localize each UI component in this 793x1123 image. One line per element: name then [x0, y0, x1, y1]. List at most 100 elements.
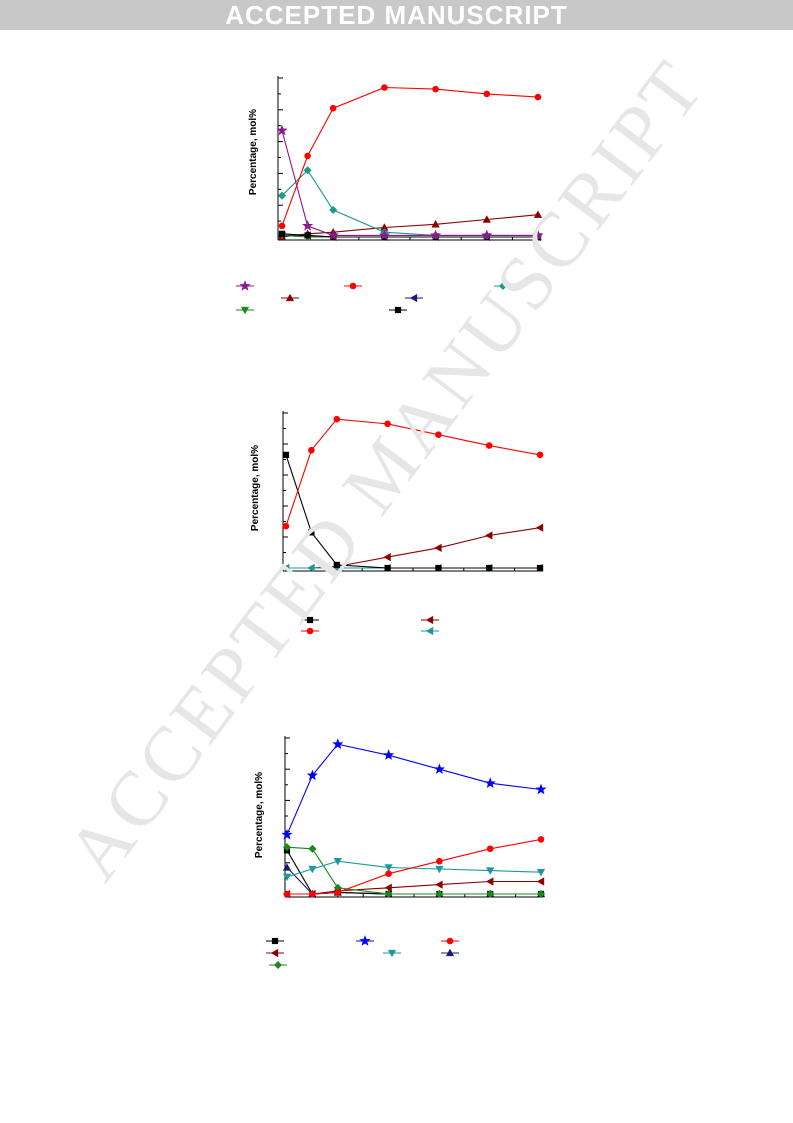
series-2: [282, 863, 546, 898]
data-point: [435, 865, 444, 874]
data-point: [282, 863, 292, 871]
series-6: [283, 836, 545, 898]
legend-marker: [271, 937, 279, 945]
legend-marker: [387, 949, 397, 958]
data-point: [309, 890, 316, 898]
legend: [266, 935, 459, 970]
legend-marker: [285, 293, 295, 302]
series-line: [286, 850, 541, 895]
data-point: [303, 166, 312, 175]
charts-layer: Percentage, mol% Percentage, mol% Percenta…: [236, 76, 547, 970]
data-point: [282, 522, 290, 530]
series-3: [282, 451, 544, 572]
data-point: [430, 229, 442, 241]
data-point: [536, 564, 544, 572]
legend-marker: [349, 282, 357, 290]
data-point: [307, 563, 315, 573]
data-point: [486, 845, 494, 853]
data-point: [306, 769, 318, 781]
legend-marker: [498, 281, 508, 291]
y-axis-label: Percentage, mol%: [250, 445, 261, 531]
data-point: [333, 561, 340, 568]
series-3: [283, 847, 545, 898]
data-point: [308, 865, 317, 874]
data-point: [308, 844, 317, 853]
data-point: [486, 564, 493, 572]
series-7: [281, 738, 547, 840]
data-point: [436, 857, 443, 865]
data-point: [435, 889, 444, 899]
series-line: [287, 880, 541, 895]
data-point: [534, 93, 542, 101]
data-point: [283, 890, 291, 898]
legend-marker: [306, 627, 314, 635]
data-point: [434, 543, 442, 552]
legend-marker: [394, 306, 402, 314]
data-point: [535, 523, 544, 532]
data-point: [433, 763, 445, 774]
data-point: [282, 873, 292, 882]
data-point: [384, 420, 391, 428]
data-point: [484, 531, 493, 540]
legend-marker: [270, 948, 279, 958]
series-line: [286, 743, 542, 835]
data-point: [282, 451, 290, 458]
data-point: [302, 220, 314, 231]
series-line: [281, 130, 538, 236]
data-point: [384, 883, 392, 892]
data-point: [378, 229, 390, 241]
data-point: [482, 215, 491, 223]
data-point: [536, 868, 546, 877]
data-point: [432, 85, 439, 93]
data-point: [486, 889, 495, 899]
data-point: [384, 564, 391, 572]
manuscript-banner: ACCEPTED MANUSCRIPT: [0, 0, 793, 30]
series-7: [278, 84, 542, 230]
data-point: [278, 222, 286, 230]
legend-marker: [306, 616, 314, 624]
data-point: [333, 858, 342, 866]
legend-marker: [359, 935, 371, 946]
series-line: [281, 86, 539, 227]
data-point: [276, 124, 288, 136]
data-point: [383, 553, 391, 562]
legend-marker: [445, 948, 455, 957]
data-point: [435, 431, 442, 439]
data-point: [281, 563, 290, 573]
data-point: [384, 889, 393, 899]
data-point: [537, 836, 545, 843]
data-point: [304, 152, 311, 160]
data-point: [334, 889, 342, 896]
data-point: [532, 229, 544, 241]
data-point: [329, 205, 338, 214]
chart-1: Percentage, mol%: [236, 76, 544, 315]
data-point: [483, 90, 491, 98]
chart-3: Percentage, mol%: [254, 736, 547, 970]
series-5: [282, 858, 546, 882]
data-point: [536, 451, 544, 459]
data-point: [435, 880, 443, 889]
legend: [301, 615, 439, 636]
chart-2: Percentage, mol%: [250, 411, 544, 636]
watermark-text: ACCEPTED MANUSCRIPT: [49, 43, 721, 895]
data-point: [383, 749, 395, 760]
y-axis-label: Percentage, mol%: [248, 109, 259, 195]
data-point: [327, 229, 339, 241]
data-point: [536, 877, 545, 886]
data-point: [385, 870, 392, 878]
series-5: [277, 166, 543, 240]
legend-marker: [425, 626, 434, 636]
data-point: [486, 867, 495, 875]
series-6: [276, 124, 544, 241]
data-point: [485, 442, 493, 449]
data-point: [332, 738, 344, 749]
data-point: [308, 529, 315, 536]
series-4: [282, 415, 544, 530]
data-point: [333, 415, 341, 423]
data-point: [282, 843, 292, 852]
legend-marker: [273, 960, 283, 970]
legend-marker: [239, 280, 251, 291]
data-point: [435, 564, 442, 572]
data-point: [431, 220, 440, 228]
data-point: [536, 889, 546, 899]
